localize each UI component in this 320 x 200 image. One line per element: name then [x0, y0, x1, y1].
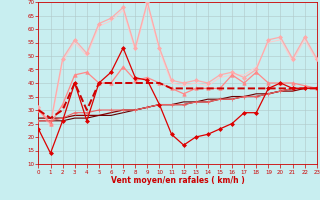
X-axis label: Vent moyen/en rafales ( km/h ): Vent moyen/en rafales ( km/h ) — [111, 176, 244, 185]
